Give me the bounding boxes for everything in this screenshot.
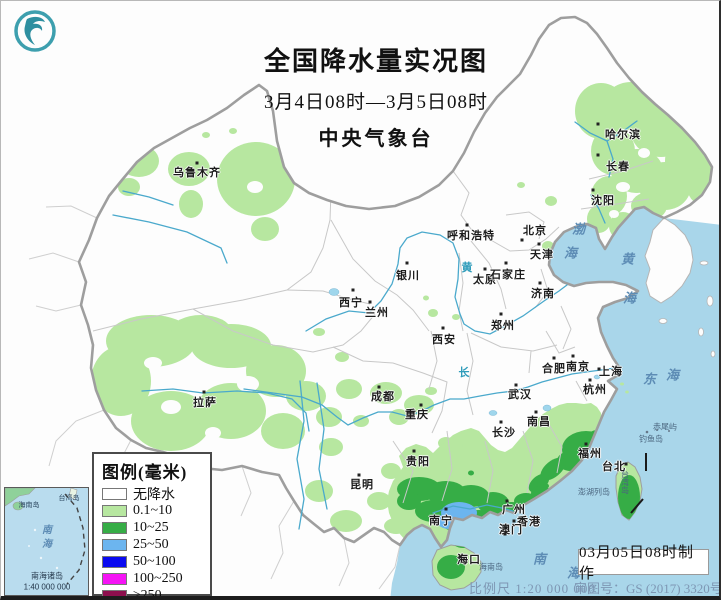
rain-holes	[144, 148, 650, 439]
sea-boundary-dashes	[630, 453, 647, 514]
page-agency: 中央气象台	[318, 128, 434, 150]
legend-swatch	[102, 504, 127, 517]
legend-label: ≥250	[133, 587, 162, 600]
legend-title: 图例(毫米)	[102, 463, 188, 482]
diaoyu-islets	[645, 429, 670, 434]
south-china-sea-inset: 台湾岛 海南岛 南海 南海诸岛 1:40 000 000	[4, 487, 89, 596]
inset-map	[5, 488, 86, 585]
legend-item: 无降水	[102, 485, 210, 503]
legend-swatch	[102, 487, 127, 500]
legend-swatch	[102, 555, 127, 568]
inset-scale-label: 1:40 000 000	[23, 582, 71, 592]
legend-rows: 无降水 0.1~10 10~25 25~50 50~100 100~250 ≥250	[102, 485, 210, 600]
scale-text: 比例尺 1:20 000 000	[469, 581, 596, 596]
legend-swatch	[102, 572, 127, 585]
legend-item: ≥250	[102, 587, 210, 600]
lakes	[328, 288, 601, 416]
cma-logo	[13, 9, 57, 53]
cma-logo-icon	[14, 10, 56, 52]
legend-item: 100~250	[102, 570, 210, 587]
inset-sea-label: 南海	[39, 524, 51, 552]
korea-landmass	[644, 217, 694, 304]
legend-swatch	[102, 538, 127, 551]
inset-hainan-label: 海南岛	[18, 502, 40, 509]
page-title: 全国降水量实况图	[263, 47, 488, 76]
inset-islands-label: 南海诸岛	[31, 571, 63, 581]
legend-label: 100~250	[133, 570, 183, 586]
legend-swatch	[102, 521, 127, 534]
legend-swatch	[102, 589, 127, 596]
title-block: 全国降水量实况图 3月4日08时—3月5日08时 中央气象台	[211, 41, 541, 151]
legend-item: 50~100	[102, 553, 210, 570]
inset-taiwan-label: 台湾岛	[58, 495, 80, 502]
zhoushan-dots	[620, 382, 629, 394]
approval-text: 审图号：GS (2017) 3320号	[574, 581, 721, 596]
legend-label: 10~25	[133, 519, 169, 535]
legend-label: 0.1~10	[133, 502, 173, 518]
legend: 图例(毫米) 无降水 0.1~10 10~25 25~50 50~100 100~250 ≥…	[92, 452, 212, 596]
legend-label: 50~100	[133, 553, 176, 569]
page-subtitle: 3月4日08时—3月5日08时	[263, 92, 488, 113]
made-at-box: 03月05日08时制作	[578, 545, 709, 582]
made-at-text: 03月05日08时制作	[579, 545, 695, 582]
rivers	[112, 120, 638, 530]
legend-label: 25~50	[133, 536, 169, 552]
offshore-islands	[658, 260, 716, 358]
legend-item: 25~50	[102, 536, 210, 553]
legend-item: 0.1~10	[102, 502, 210, 519]
legend-item: 10~25	[102, 519, 210, 536]
legend-label: 无降水	[133, 487, 175, 503]
